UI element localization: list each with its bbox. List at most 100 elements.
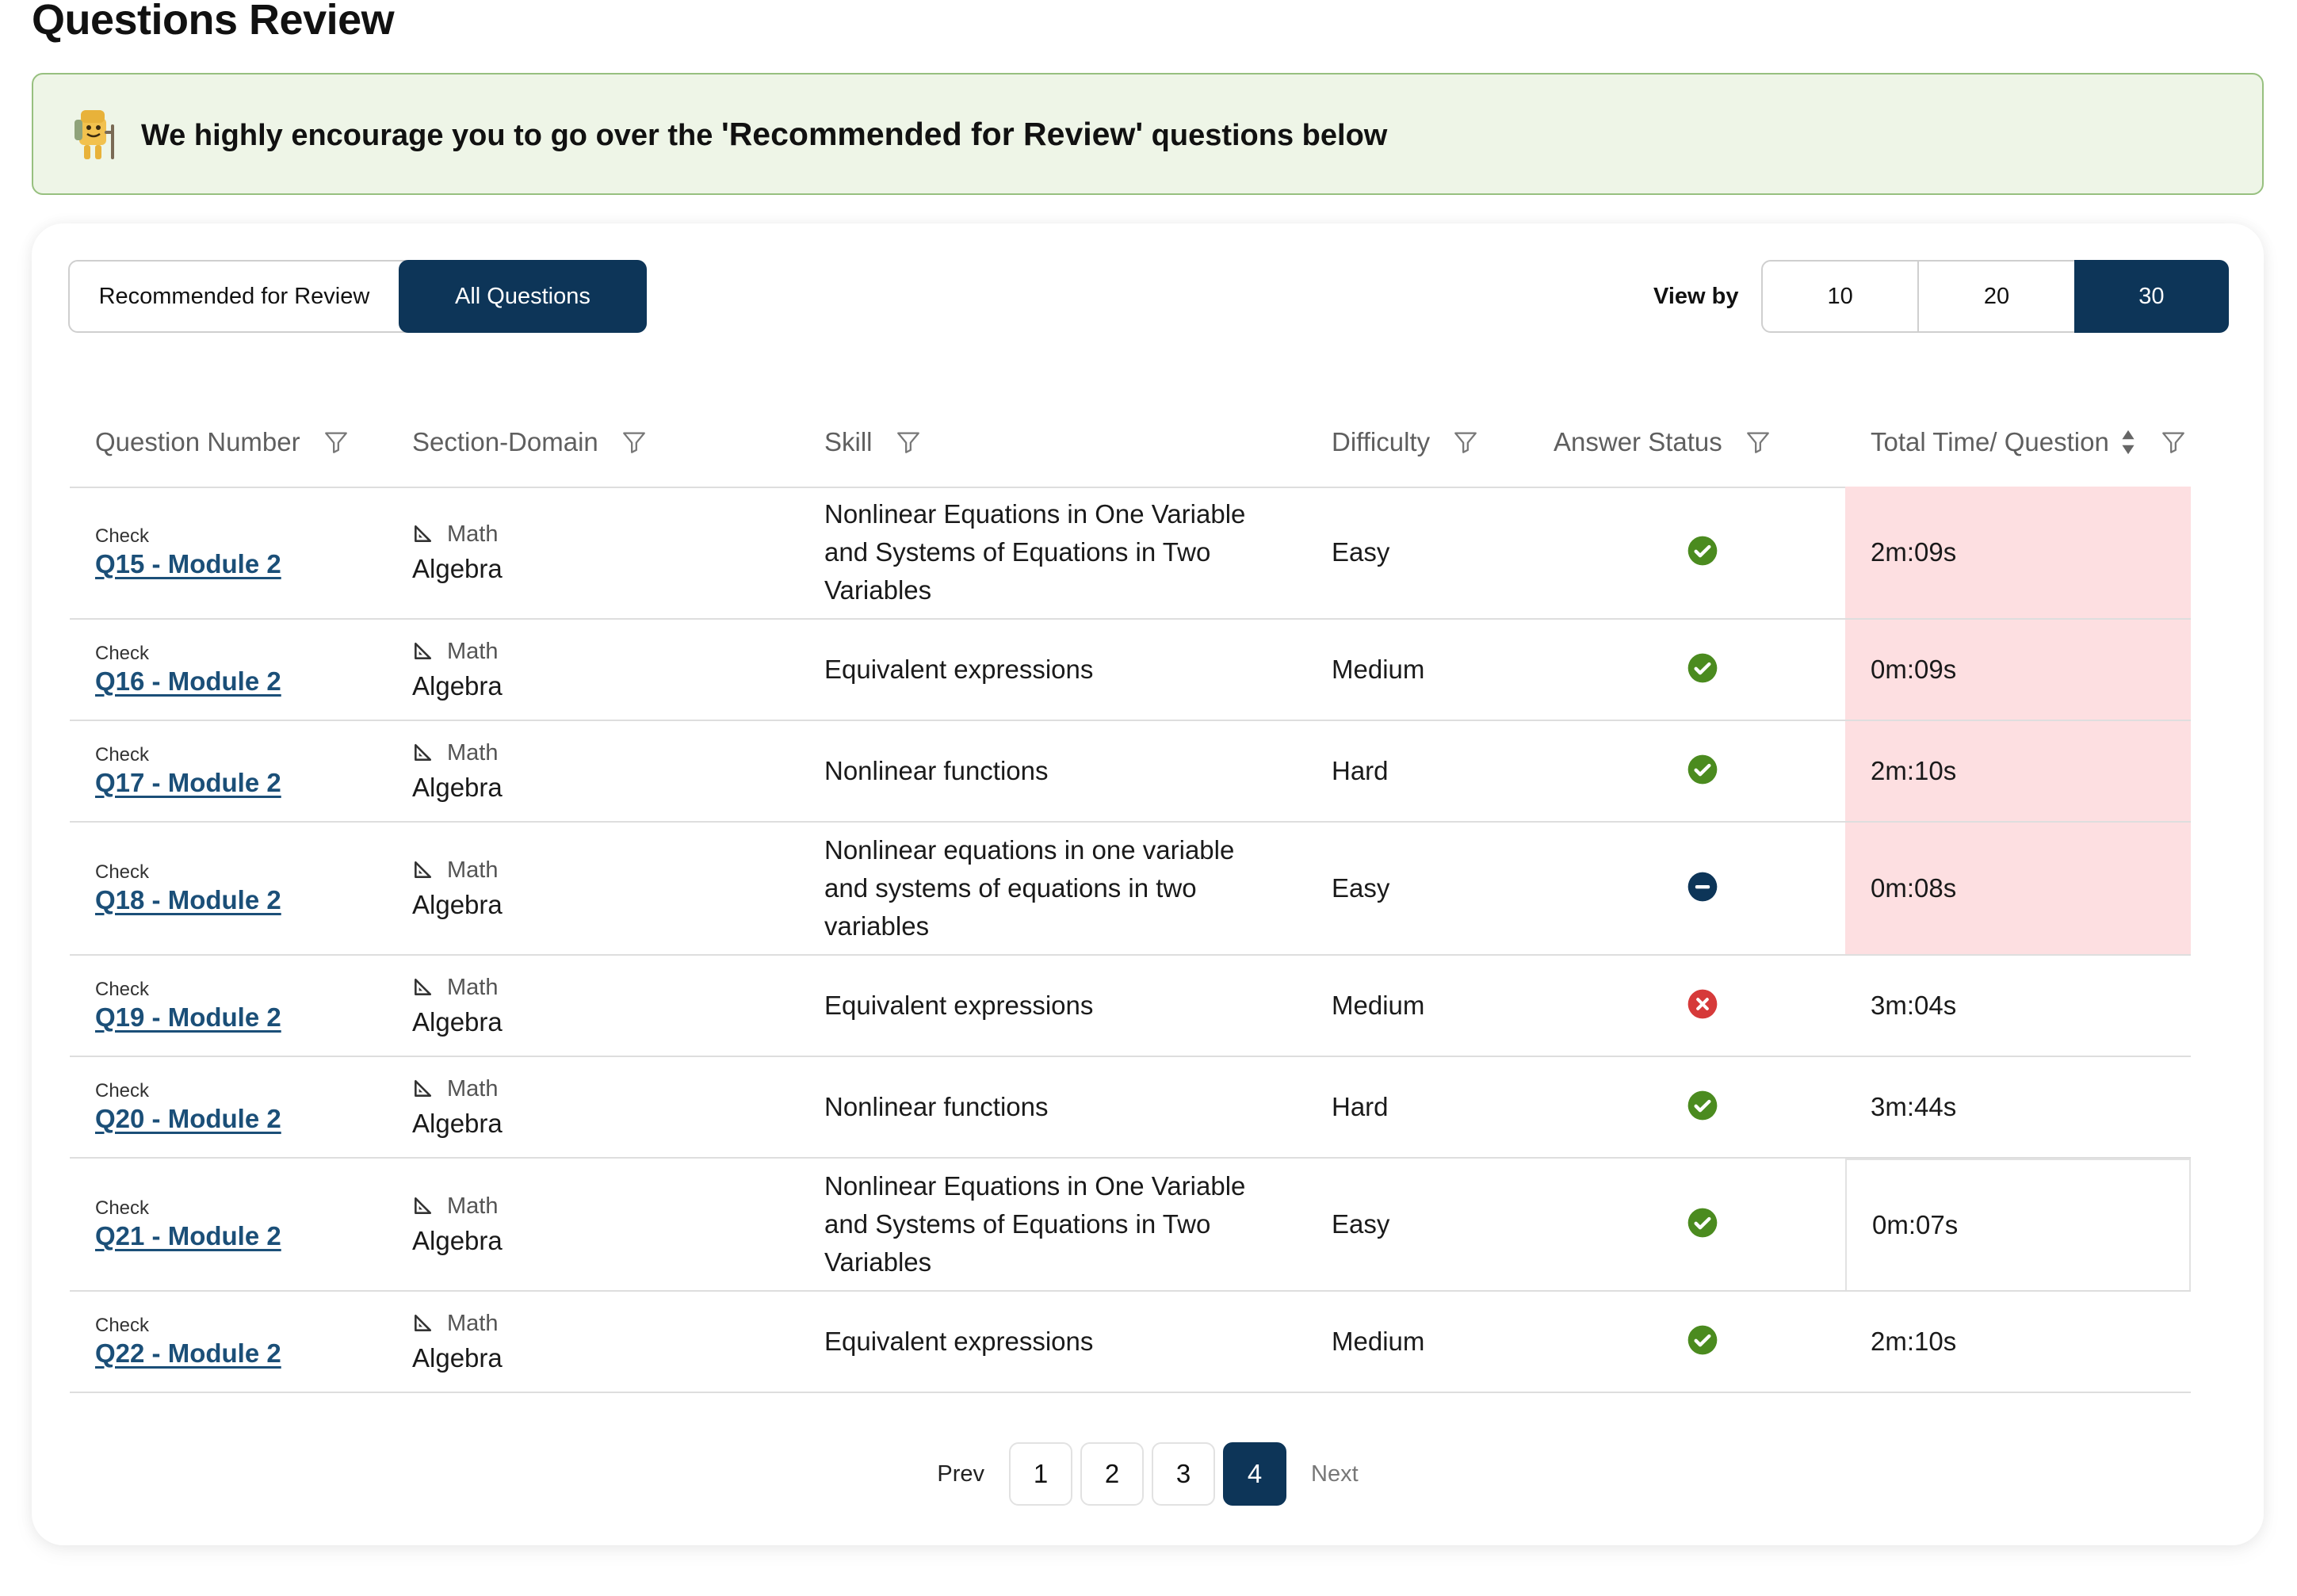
check-label: Check <box>95 1197 150 1219</box>
pagination: Prev 1 2 3 4 Next <box>32 1442 2264 1506</box>
set-square-icon <box>415 642 432 659</box>
column-difficulty: Difficulty <box>1332 398 1479 487</box>
question-cell: Check Q21 - Module 2 <box>95 1159 281 1290</box>
domain-name: Algebra <box>412 553 503 583</box>
skill-line: Nonlinear functions <box>824 756 1049 785</box>
column-label: Difficulty <box>1332 427 1431 456</box>
question-link[interactable]: Q16 - Module 2 <box>95 666 281 696</box>
question-cell: Check Q22 - Module 2 <box>95 1292 281 1392</box>
difficulty-cell: Medium <box>1332 1327 1425 1356</box>
question-cell: Check Q19 - Module 2 <box>95 956 281 1056</box>
total-time-cell: 0m:07s <box>1845 1159 2191 1290</box>
correct-check-icon <box>1687 1090 1718 1125</box>
section-label: Math <box>412 740 503 766</box>
set-square-icon <box>415 743 432 761</box>
section-name: Math <box>447 857 499 883</box>
answer-status-cell <box>1687 620 1718 720</box>
next-page-button[interactable]: Next <box>1311 1460 1359 1487</box>
section-name: Math <box>447 1310 499 1336</box>
section-domain-cell: Math Algebra <box>412 620 503 720</box>
question-link[interactable]: Q19 - Module 2 <box>95 1002 281 1032</box>
skill-line: Nonlinear equations in one variable <box>824 835 1235 865</box>
answer-status-cell <box>1687 487 1718 618</box>
answer-status-cell <box>1687 721 1718 821</box>
section-name: Math <box>447 974 499 1000</box>
recommended-for-review-tab[interactable]: Recommended for Review <box>98 283 370 309</box>
section-domain-cell: Math Algebra <box>412 1159 503 1290</box>
question-link[interactable]: Q15 - Module 2 <box>95 549 281 578</box>
correct-check-icon <box>1687 754 1718 789</box>
view-by-10-button[interactable]: 10 <box>1827 283 1853 309</box>
question-link[interactable]: Q20 - Module 2 <box>95 1104 281 1133</box>
answer-status-cell <box>1687 956 1718 1056</box>
prev-page-button[interactable]: Prev <box>937 1460 984 1487</box>
domain-name: Algebra <box>412 772 503 802</box>
total-time-cell: 2m:10s <box>1871 1327 1957 1356</box>
questions-card: Recommended for Review All Questions Vie… <box>32 223 2264 1545</box>
question-link[interactable]: Q22 - Module 2 <box>95 1338 281 1368</box>
correct-check-icon <box>1687 652 1718 688</box>
filter-icon[interactable] <box>323 429 350 456</box>
table-header: Question Number Section-Domain Skill Dif… <box>70 398 2191 488</box>
skill-line: variables <box>824 911 930 941</box>
omitted-dash-icon <box>1687 871 1718 907</box>
page-4-button[interactable]: 4 <box>1223 1442 1286 1506</box>
answer-status-cell <box>1687 1057 1718 1157</box>
filter-icon[interactable] <box>1452 429 1479 456</box>
view-by-30-button[interactable]: 30 <box>2073 260 2229 333</box>
column-label: Section-Domain <box>412 427 598 456</box>
filter-icon[interactable] <box>895 429 922 456</box>
section-domain-cell: Math Algebra <box>412 956 503 1056</box>
page-2-button[interactable]: 2 <box>1080 1442 1144 1506</box>
answer-status-cell <box>1687 1159 1718 1290</box>
section-domain-cell: Math Algebra <box>412 1057 503 1157</box>
view-by-20-button[interactable]: 20 <box>1917 262 2073 331</box>
difficulty-cell: Medium <box>1332 655 1425 684</box>
table-row: Check Q19 - Module 2 Math Algebra Equiva… <box>70 956 2191 1057</box>
recommendation-banner: We highly encourage you to go over the '… <box>32 73 2264 195</box>
page-3-button[interactable]: 3 <box>1152 1442 1215 1506</box>
question-link[interactable]: Q17 - Module 2 <box>95 768 281 797</box>
question-cell: Check Q18 - Module 2 <box>95 823 281 954</box>
domain-name: Algebra <box>412 670 503 701</box>
section-domain-cell: Math Algebra <box>412 1292 503 1392</box>
section-name: Math <box>447 1193 499 1219</box>
table-row: Check Q15 - Module 2 Math Algebra Nonlin… <box>70 487 2191 620</box>
sort-icon[interactable] <box>2120 429 2136 456</box>
column-total-time: Total Time/ Question <box>1871 398 2187 487</box>
filter-icon[interactable] <box>1745 429 1771 456</box>
question-link[interactable]: Q21 - Module 2 <box>95 1221 281 1250</box>
domain-name: Algebra <box>412 1225 503 1255</box>
difficulty-cell: Easy <box>1332 873 1390 903</box>
skill-cell: Equivalent expressions <box>824 956 1332 1056</box>
all-questions-tab[interactable]: All Questions <box>398 260 647 333</box>
set-square-icon <box>415 1197 432 1214</box>
question-cell: Check Q15 - Module 2 <box>95 487 281 618</box>
filter-icon[interactable] <box>621 429 648 456</box>
page-1-button[interactable]: 1 <box>1009 1442 1072 1506</box>
page-title: Questions Review <box>32 0 395 44</box>
difficulty-cell: Easy <box>1332 1209 1390 1239</box>
banner-message: We highly encourage you to go over the '… <box>141 116 1387 153</box>
skill-line: and Systems of Equations in Two <box>824 537 1211 567</box>
skill-line: Variables <box>824 1247 932 1277</box>
check-label: Check <box>95 861 150 883</box>
question-link[interactable]: Q18 - Module 2 <box>95 885 281 914</box>
incorrect-x-icon <box>1687 988 1718 1024</box>
filter-icon[interactable] <box>2160 429 2187 456</box>
skill-line: and systems of equations in two <box>824 873 1197 903</box>
skill-cell: Nonlinear equations in one variable and s… <box>824 823 1332 954</box>
skill-cell: Equivalent expressions <box>824 1292 1332 1392</box>
answer-status-cell <box>1687 823 1718 954</box>
question-cell: Check Q16 - Module 2 <box>95 620 281 720</box>
section-domain-cell: Math Algebra <box>412 487 503 618</box>
set-square-icon <box>415 1079 432 1097</box>
view-by-label: View by <box>1653 284 1739 309</box>
column-question-number: Question Number <box>95 398 350 487</box>
table-row: Check Q18 - Module 2 Math Algebra Nonlin… <box>70 823 2191 956</box>
skill-cell: Nonlinear functions <box>824 1057 1332 1157</box>
set-square-icon <box>415 1314 432 1331</box>
total-time-cell: 2m:10s <box>1845 721 2191 821</box>
answer-status-cell <box>1687 1292 1718 1392</box>
